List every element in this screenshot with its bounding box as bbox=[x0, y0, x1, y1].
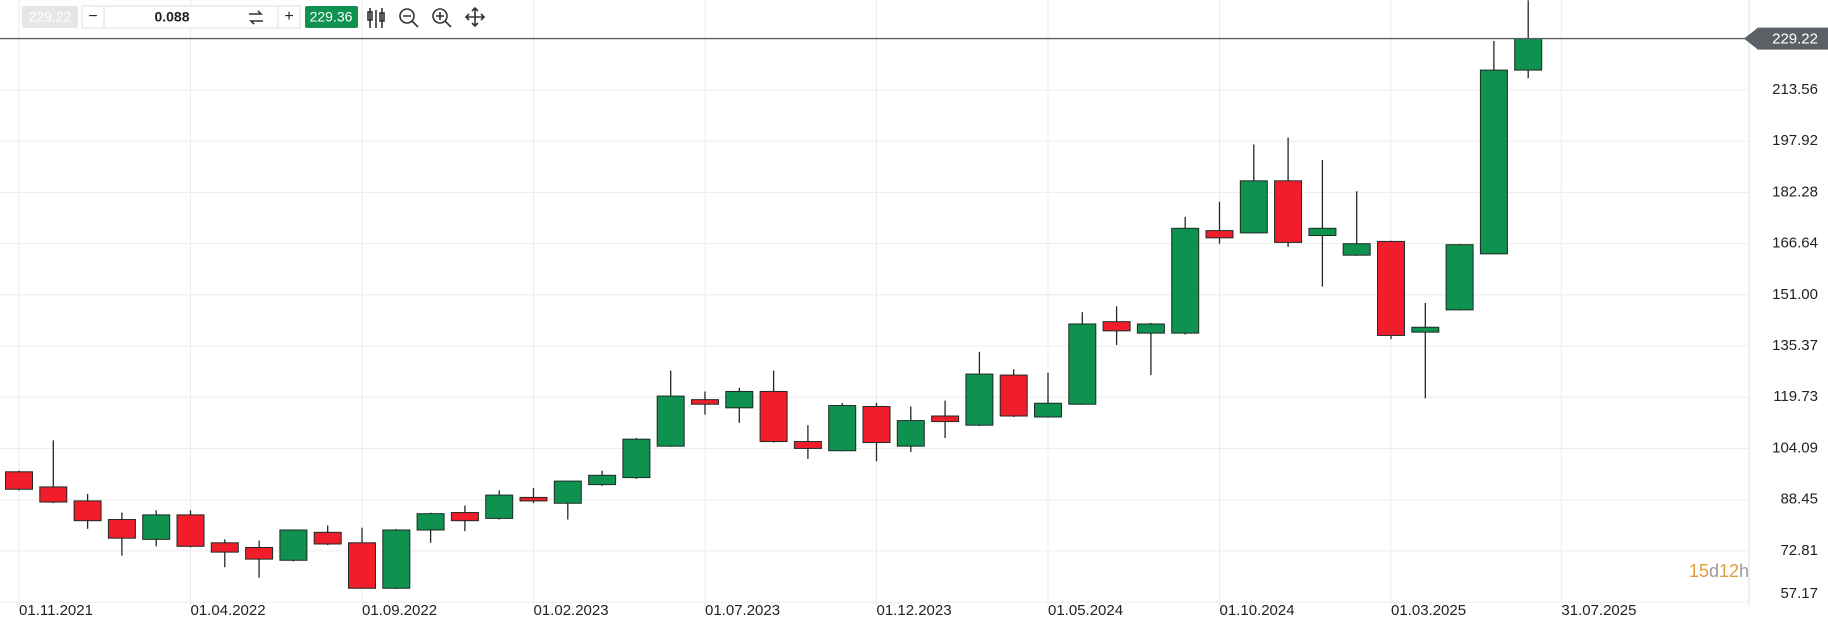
plus-label: + bbox=[284, 8, 293, 25]
candle-body bbox=[931, 415, 960, 423]
candle-body bbox=[1068, 323, 1097, 405]
y-tick-label: 151.00 bbox=[1772, 286, 1818, 303]
step-input[interactable] bbox=[81, 5, 301, 29]
candle-body bbox=[450, 512, 479, 522]
x-tick-label: 01.12.2023 bbox=[877, 602, 952, 619]
candle-body bbox=[348, 542, 376, 589]
candle-body bbox=[1102, 321, 1131, 332]
candle-body bbox=[1239, 180, 1268, 234]
plus-button[interactable] bbox=[277, 5, 301, 29]
price-tag-label: 229.22 bbox=[1772, 31, 1818, 48]
swap-icon[interactable] bbox=[249, 10, 263, 25]
candle-body bbox=[142, 514, 171, 540]
countdown-part: 12 bbox=[1719, 561, 1739, 581]
y-tick-label: 182.28 bbox=[1772, 183, 1818, 200]
x-tick-label: 01.09.2022 bbox=[362, 602, 437, 619]
candle-body bbox=[313, 531, 342, 545]
candle-body bbox=[519, 496, 548, 502]
candle-body bbox=[39, 486, 68, 503]
y-tick-label: 119.73 bbox=[1773, 388, 1818, 405]
candle-body bbox=[1342, 243, 1371, 256]
candle-body bbox=[485, 494, 514, 519]
candle-body bbox=[1479, 69, 1508, 255]
x-tick-label: 01.10.2024 bbox=[1220, 602, 1295, 619]
y-tick-label: 213.56 bbox=[1772, 81, 1818, 98]
bid-price: 229.22 bbox=[29, 9, 72, 25]
candle-body bbox=[416, 513, 445, 531]
zoom-out-icon[interactable] bbox=[399, 8, 419, 28]
candle-body bbox=[999, 374, 1028, 417]
candle-body bbox=[1136, 323, 1165, 334]
countdown: 15d12h bbox=[1689, 561, 1749, 581]
x-tick-label: 31.07.2025 bbox=[1561, 602, 1636, 619]
candle-body bbox=[279, 529, 308, 561]
candle-body bbox=[245, 546, 274, 560]
candle-body bbox=[793, 441, 822, 449]
toolbar: 229.22 − 0.088 + 229.36 bbox=[22, 5, 486, 29]
countdown-part: d bbox=[1709, 561, 1719, 581]
pan-icon[interactable] bbox=[464, 6, 486, 28]
candle-body bbox=[1308, 227, 1337, 237]
y-tick-label: 197.92 bbox=[1772, 132, 1818, 149]
candle-body bbox=[965, 373, 994, 426]
x-tick-label: 01.05.2024 bbox=[1048, 602, 1123, 619]
candle-body bbox=[1274, 180, 1303, 243]
zoom-in-icon[interactable] bbox=[432, 8, 452, 28]
candle-body bbox=[107, 519, 136, 539]
x-tick-label: 01.04.2022 bbox=[191, 602, 266, 619]
countdown-part: h bbox=[1739, 561, 1749, 581]
candle-body bbox=[656, 395, 685, 447]
candle-body bbox=[588, 474, 617, 486]
minus-button[interactable] bbox=[81, 5, 105, 29]
candle-body bbox=[210, 542, 239, 553]
candle-body bbox=[1171, 227, 1200, 334]
candle-body bbox=[759, 390, 788, 443]
x-tick-label: 01.07.2023 bbox=[705, 602, 780, 619]
candle-body bbox=[73, 500, 102, 522]
ask-price: 229.36 bbox=[310, 9, 353, 25]
y-tick-label: 88.45 bbox=[1780, 491, 1818, 508]
bid-box[interactable] bbox=[22, 6, 78, 28]
step-value: 0.088 bbox=[154, 9, 189, 25]
candle-body bbox=[1514, 38, 1543, 71]
candle-body bbox=[1377, 240, 1405, 336]
candles-icon[interactable] bbox=[367, 8, 385, 28]
ask-box[interactable] bbox=[305, 6, 358, 28]
countdown-part: 15 bbox=[1689, 561, 1709, 581]
x-tick-label: 01.11.2021 bbox=[19, 602, 93, 619]
candle-body bbox=[1445, 244, 1474, 311]
x-tick-label: 01.02.2023 bbox=[534, 602, 609, 619]
candle-body bbox=[553, 480, 582, 504]
candle-body bbox=[1205, 230, 1234, 239]
candle-body bbox=[622, 438, 651, 479]
candle-body bbox=[691, 399, 719, 405]
y-tick-label: 57.17 bbox=[1780, 585, 1818, 602]
candle-body bbox=[828, 405, 857, 452]
candle-body bbox=[862, 406, 891, 444]
y-tick-label: 104.09 bbox=[1772, 439, 1818, 456]
y-tick-label: 166.64 bbox=[1772, 235, 1818, 252]
candle-body bbox=[382, 529, 411, 589]
price-tag bbox=[1744, 27, 1828, 50]
x-tick-label: 01.03.2025 bbox=[1391, 602, 1466, 619]
candle-body bbox=[725, 390, 754, 409]
candle-body bbox=[5, 471, 33, 490]
y-tick-label: 72.81 bbox=[1780, 542, 1818, 559]
minus-label: − bbox=[88, 8, 97, 25]
candle-body bbox=[176, 514, 205, 547]
y-tick-label: 135.37 bbox=[1772, 337, 1818, 354]
candle-body bbox=[1034, 402, 1062, 418]
candle-body bbox=[896, 420, 925, 447]
candle-body bbox=[1411, 326, 1440, 333]
